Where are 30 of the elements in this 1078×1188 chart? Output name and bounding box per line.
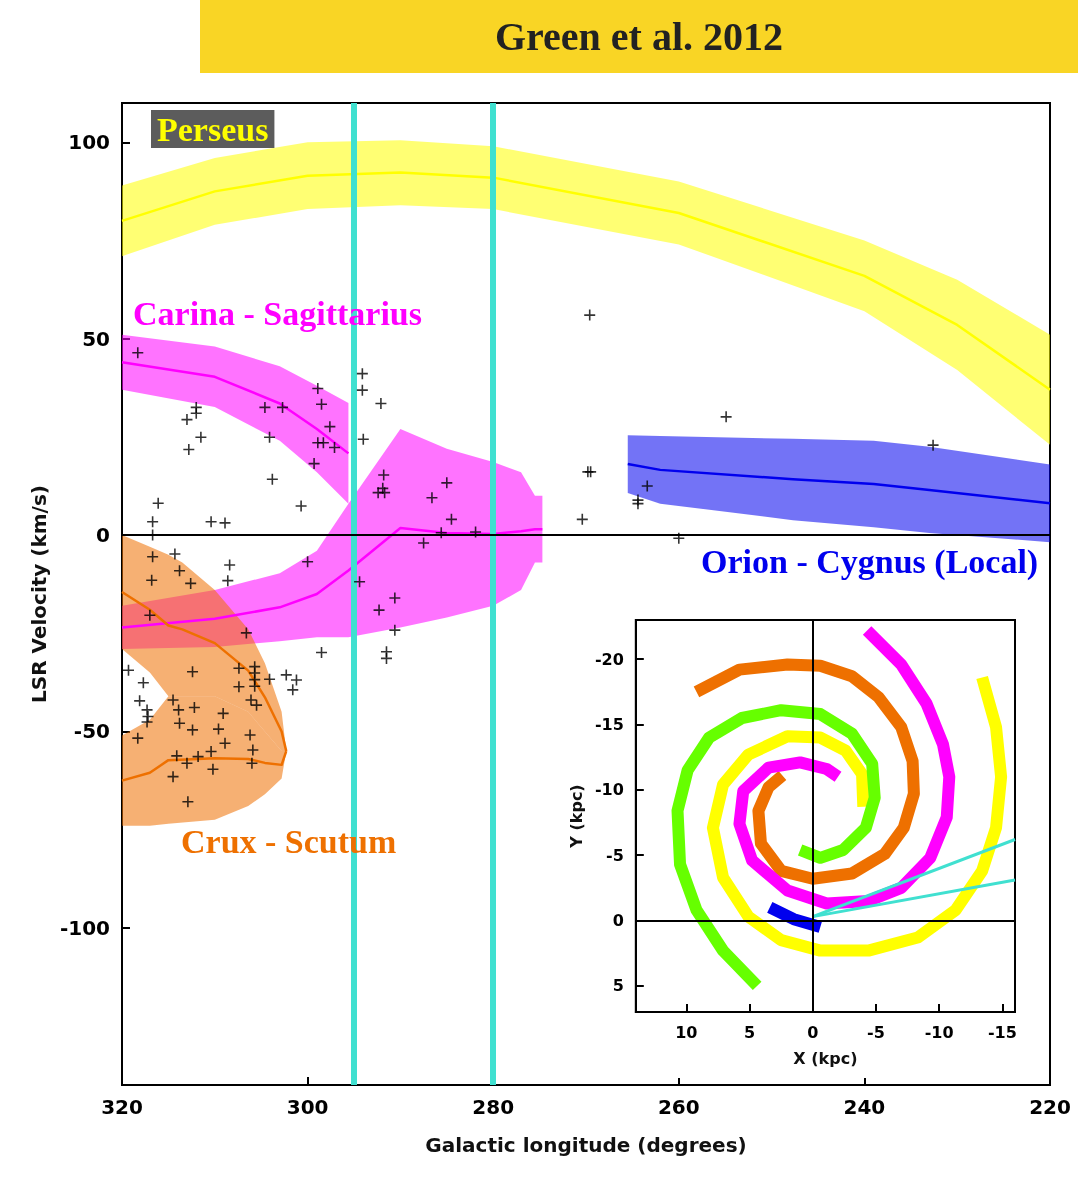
y-tick-label: -15 — [594, 715, 624, 735]
x-tick-label: -10 — [924, 1022, 954, 1042]
x-tick-label: 5 — [743, 1022, 756, 1042]
y-axis-title: LSR Velocity (km/s) — [27, 485, 52, 703]
x-tick-label: 10 — [675, 1022, 698, 1042]
y-tick-label: 0 — [612, 911, 624, 931]
x-tick-label: -15 — [987, 1022, 1017, 1042]
y-tick-label: -50 — [73, 719, 110, 744]
x-axis-title: X (kpc) — [793, 1048, 858, 1068]
y-tick-label: 100 — [68, 130, 110, 155]
x-tick-label: 0 — [807, 1022, 819, 1042]
x-tick-label: 300 — [286, 1095, 329, 1119]
y-tick-label: -10 — [594, 780, 624, 800]
x-tick-label: -5 — [867, 1022, 885, 1042]
series-label: Perseus — [157, 110, 269, 148]
y-tick-label: -20 — [594, 649, 624, 669]
series-label: Orion - Cygnus (Local) — [701, 542, 1039, 581]
y-tick-label: 0 — [96, 523, 110, 548]
x-tick-label: 240 — [843, 1095, 886, 1119]
chart-title: Green et al. 2012 — [200, 0, 1078, 73]
y-tick-label: 50 — [82, 326, 110, 351]
y-tick-label: -100 — [59, 915, 110, 940]
x-tick-label: 220 — [1029, 1095, 1071, 1119]
y-tick-label: -5 — [606, 845, 624, 865]
x-tick-label: 320 — [101, 1095, 143, 1119]
x-tick-label: 260 — [657, 1095, 700, 1119]
x-axis-title: Galactic longitude (degrees) — [425, 1133, 747, 1157]
x-tick-label: 280 — [472, 1095, 515, 1119]
y-tick-label: 5 — [612, 976, 624, 996]
y-axis-title: Y (kpc) — [566, 784, 586, 849]
